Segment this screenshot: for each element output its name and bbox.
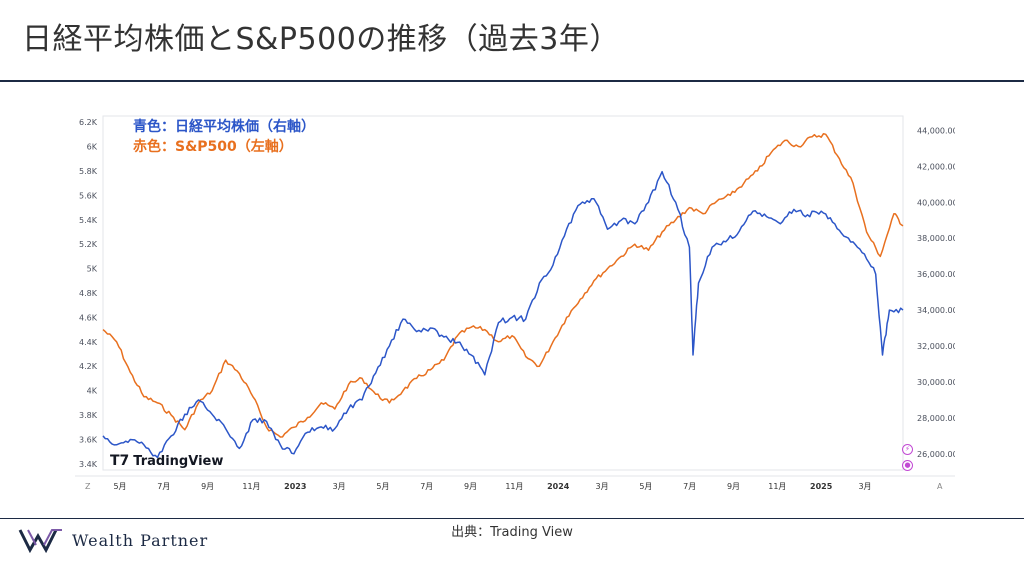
title-rule [0,80,1024,82]
sp500-line [102,132,904,438]
nikkei-line [102,170,904,459]
left-axis-tick-label: 6.2K [79,118,98,127]
x-axis-tick-label: 9月 [201,482,214,491]
right-axis-tick-label: 34,000.00 [917,306,955,315]
left-axis-tick-label: 3.6K [79,435,98,444]
x-axis-tick-label: 2024 [547,482,570,491]
tradingview-watermark: 𝗧𝟳 TradingView [110,453,223,469]
left-axis-tick-label: 4.2K [79,362,98,371]
x-axis-tick-label: 9月 [727,482,740,491]
x-axis-tick-label: 2025 [810,482,833,491]
footer-rule [0,518,1024,519]
left-axis-tick-label: 4.4K [79,338,98,347]
left-axis-tick-label: 4K [87,387,98,396]
legend-sp500: 赤色：S&P500（左軸） [133,139,293,155]
x-axis-tick-label: 3月 [858,482,871,491]
left-axis-tick-label: 5.6K [79,191,98,200]
right-axis-tick-label: 42,000.00 [917,162,955,171]
slide-title: 日経平均株価とS&P500の推移（過去3年） [22,22,620,57]
right-axis-tick-label: 32,000.00 [917,342,955,351]
x-axis-right-marker: A [937,482,943,491]
x-axis-tick-label: 5月 [113,482,126,491]
right-axis-tick-label: 28,000.00 [917,414,955,423]
x-axis-left-marker: Z [85,482,91,491]
right-axis-tick-label: 38,000.00 [917,234,955,243]
x-axis-tick-label: 11月 [242,482,260,491]
left-axis-tick-label: 5.4K [79,216,98,225]
plot-frame [102,115,904,471]
legend-nikkei: 青色：日経平均株価（右軸） [133,119,315,135]
tradingview-watermark-label: TradingView [133,453,224,469]
brand: Wealth Partner [18,527,208,553]
left-axis-tick-label: 4.8K [79,289,98,298]
chart-grid [102,115,904,471]
chart-lines [102,132,904,459]
x-axis-tick-label: 2023 [284,482,306,491]
right-axis-tick-label: 26,000.00 [917,450,955,459]
x-axis-ticks: Z A 5月 7月 9月 11月 2023 3月 5月 7月 9月 11月 2024 3月 5月 7月 9月 11… [75,475,955,491]
left-axis-tick-label: 6K [87,143,98,152]
chart-legend: 青色：日経平均株価（右軸） 赤色：S&P500（左軸） [133,117,315,157]
left-axis-ticks: 6.2K 6K 5.8K 5.6K 5.4K 5.2K 5K 4.8K 4.6K 4.4K 4.2K… [79,118,98,469]
x-axis-tick-label: 7月 [683,482,696,491]
brand-name: Wealth Partner [72,530,209,550]
x-axis-tick-label: 5月 [639,482,652,491]
x-axis-tick-label: 5月 [376,482,389,491]
right-axis-tick-label: 40,000.00 [917,198,955,207]
x-axis-tick-label: 9月 [464,482,477,491]
wealth-partner-logo-icon [18,529,62,553]
source-note: 出典：Trading View [451,525,573,540]
record-icon[interactable]: ● [902,460,913,471]
right-axis-tick-label: 44,000.00 [917,126,955,135]
left-axis-tick-label: 3.4K [79,460,98,469]
x-axis-tick-label: 7月 [420,482,433,491]
x-axis-tick-label: 3月 [333,482,346,491]
x-axis-tick-label: 11月 [505,482,523,491]
left-axis-tick-label: 5K [87,265,98,274]
line-chart: 6.2K 6K 5.8K 5.6K 5.4K 5.2K 5K 4.8K 4.6K 4.4K 4.2K… [75,115,955,491]
left-axis-tick-label: 4.6K [79,313,98,322]
right-axis-tick-label: 36,000.00 [917,270,955,279]
left-axis-tick-label: 5.8K [79,167,98,176]
tradingview-logo-icon: 𝗧𝟳 [110,453,130,469]
right-axis-tick-label: 30,000.00 [917,378,955,387]
x-axis-tick-label: 7月 [157,482,170,491]
right-axis-ticks: 44,000.00 42,000.00 40,000.00 38,000.00 36,0… [917,126,955,458]
left-axis-tick-label: 3.8K [79,411,98,420]
left-axis-tick-label: 5.2K [79,240,98,249]
x-axis-tick-label: 3月 [596,482,609,491]
x-axis-tick-label: 11月 [768,482,786,491]
alert-bolt-icon[interactable]: ⚡ [902,444,913,455]
